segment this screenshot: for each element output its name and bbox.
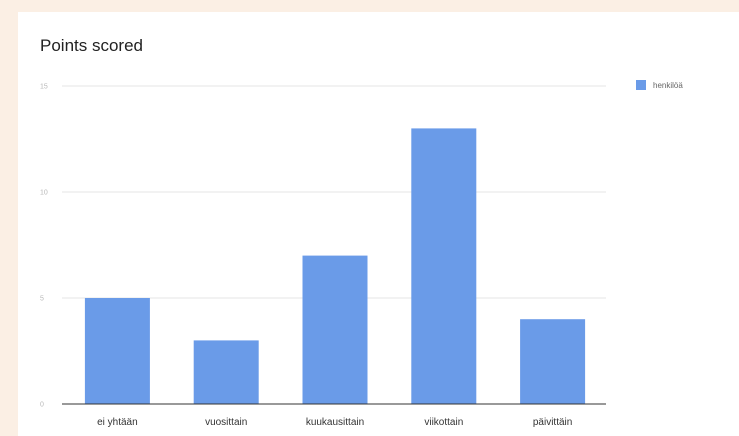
- legend-swatch: [636, 80, 646, 90]
- y-axis-ticks: 0 5 10 15: [40, 84, 48, 409]
- bar-0: [85, 298, 150, 404]
- x-category-label: päivittäin: [533, 417, 572, 428]
- x-category-label: ei yhtään: [97, 417, 138, 428]
- bar-3: [411, 128, 476, 404]
- x-category-label: vuosittain: [205, 417, 247, 428]
- x-category-label: kuukausittain: [306, 417, 364, 428]
- x-category-label: viikottain: [424, 417, 463, 428]
- y-tick-label: 15: [40, 84, 48, 91]
- bar-2: [303, 256, 368, 404]
- legend-label: henkilöä: [653, 81, 683, 90]
- bars: [85, 128, 585, 404]
- y-tick-label: 5: [40, 296, 44, 303]
- bar-4: [520, 319, 585, 404]
- legend: henkilöä: [636, 80, 683, 90]
- y-tick-label: 10: [40, 190, 48, 197]
- x-axis-categories: ei yhtään vuosittain kuukausittain viikotta…: [97, 417, 572, 428]
- y-tick-label: 0: [40, 402, 44, 409]
- bar-1: [194, 340, 259, 404]
